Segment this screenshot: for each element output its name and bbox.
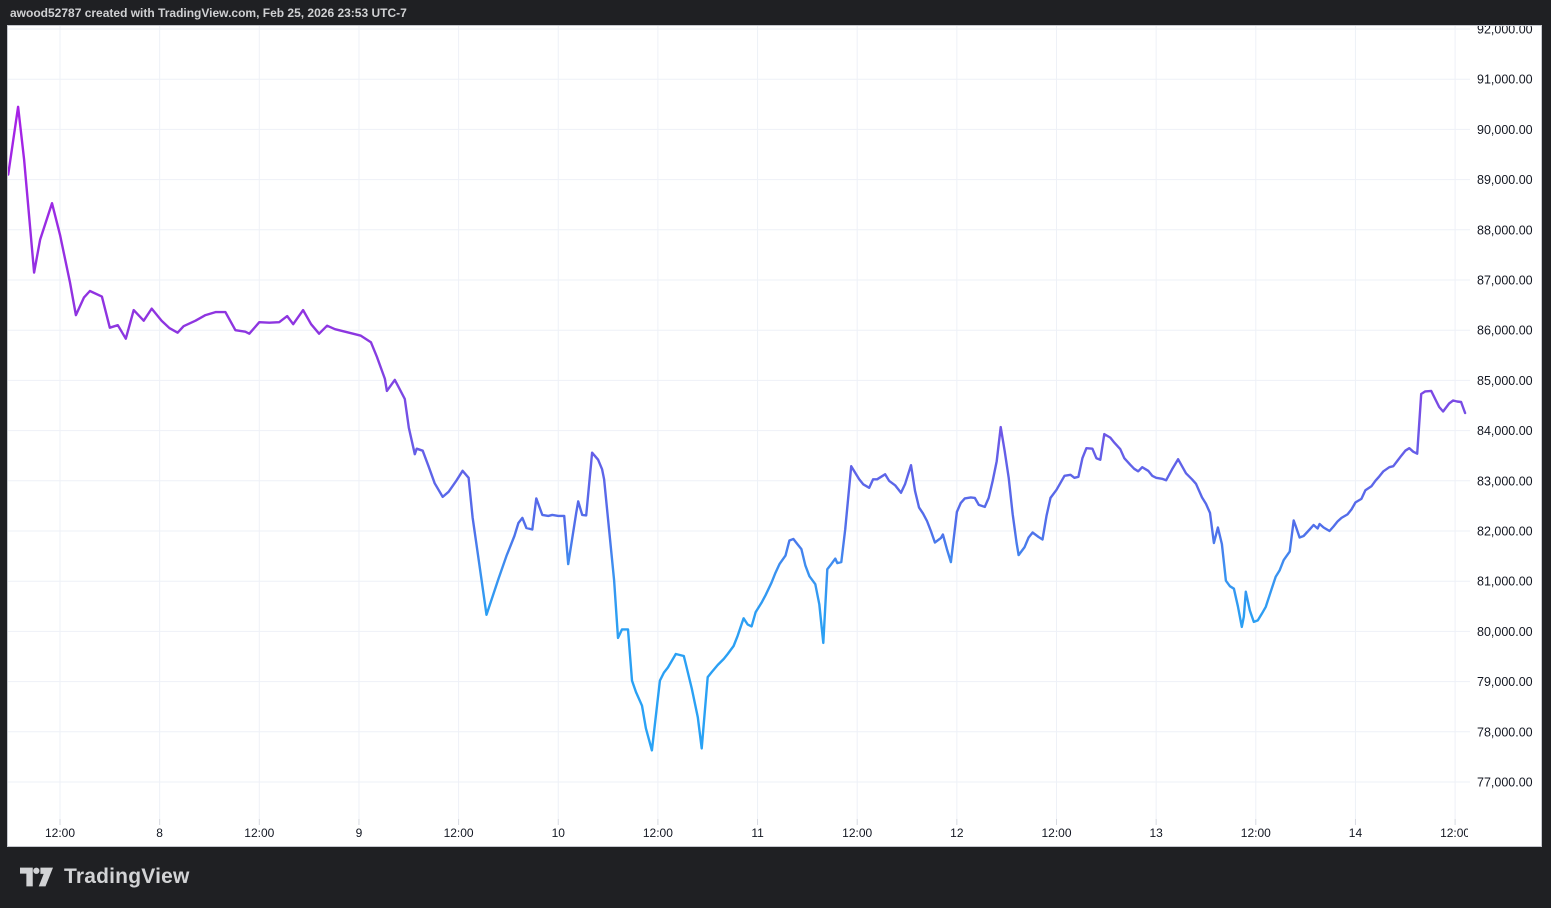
time-axis-label: 8 (156, 826, 163, 840)
footer-bar: TradingView (0, 846, 1551, 908)
price-axis-label: 90,000.00 (1477, 123, 1533, 137)
time-axis-label: 14 (1349, 826, 1363, 840)
price-axis-label: 87,000.00 (1477, 274, 1533, 288)
price-line-series (8, 105, 1467, 752)
time-axis-label: 9 (356, 826, 363, 840)
chart-panel[interactable]: 92,000.00 91,000.00 90,000.00 89,000.00 88,0… (8, 26, 1541, 846)
watermark-text: awood52787 created with TradingView.com,… (10, 6, 407, 20)
price-axis-label: 84,000.00 (1477, 424, 1533, 438)
time-axis-label: 12:00 (1440, 826, 1470, 840)
price-axis-label: 81,000.00 (1477, 575, 1533, 589)
price-axis-label: 77,000.00 (1477, 776, 1533, 790)
price-axis-label: 78,000.00 (1477, 725, 1533, 739)
time-axis-label: 10 (552, 826, 566, 840)
time-axis-label: 12:00 (1041, 826, 1071, 840)
time-axis-label: 12:00 (244, 826, 274, 840)
watermark-bar: awood52787 created with TradingView.com,… (0, 0, 1551, 26)
tradingview-logo-icon (20, 867, 53, 887)
price-axis-label: 79,000.00 (1477, 675, 1533, 689)
price-axis-label: 88,000.00 (1477, 223, 1533, 237)
time-axis-label: 13 (1149, 826, 1163, 840)
price-axis-label: 92,000.00 (1477, 26, 1533, 37)
time-axis[interactable]: 12:00 8 12:00 9 12:00 10 12:00 11 12:00 12 12:00 13… (45, 826, 1470, 840)
price-chart[interactable]: 92,000.00 91,000.00 90,000.00 89,000.00 88,0… (8, 26, 1541, 846)
price-axis-label: 83,000.00 (1477, 474, 1533, 488)
brand-name: TradingView (64, 865, 190, 888)
time-axis-label: 12:00 (842, 826, 872, 840)
price-axis-label: 85,000.00 (1477, 374, 1533, 388)
time-axis-label: 12 (950, 826, 964, 840)
time-axis-label: 11 (751, 826, 764, 840)
price-axis-label: 86,000.00 (1477, 324, 1533, 338)
price-axis-label: 82,000.00 (1477, 525, 1533, 539)
price-axis[interactable]: 92,000.00 91,000.00 90,000.00 89,000.00 88,0… (1477, 26, 1533, 790)
time-axis-label: 12:00 (643, 826, 673, 840)
price-axis-label: 80,000.00 (1477, 625, 1533, 639)
time-axis-label: 12:00 (444, 826, 474, 840)
price-axis-label: 89,000.00 (1477, 173, 1533, 187)
tradingview-logo-link[interactable]: TradingView (20, 865, 190, 889)
time-axis-label: 12:00 (45, 826, 75, 840)
gridlines (8, 26, 1470, 825)
price-axis-label: 91,000.00 (1477, 73, 1533, 87)
time-axis-label: 12:00 (1241, 826, 1271, 840)
